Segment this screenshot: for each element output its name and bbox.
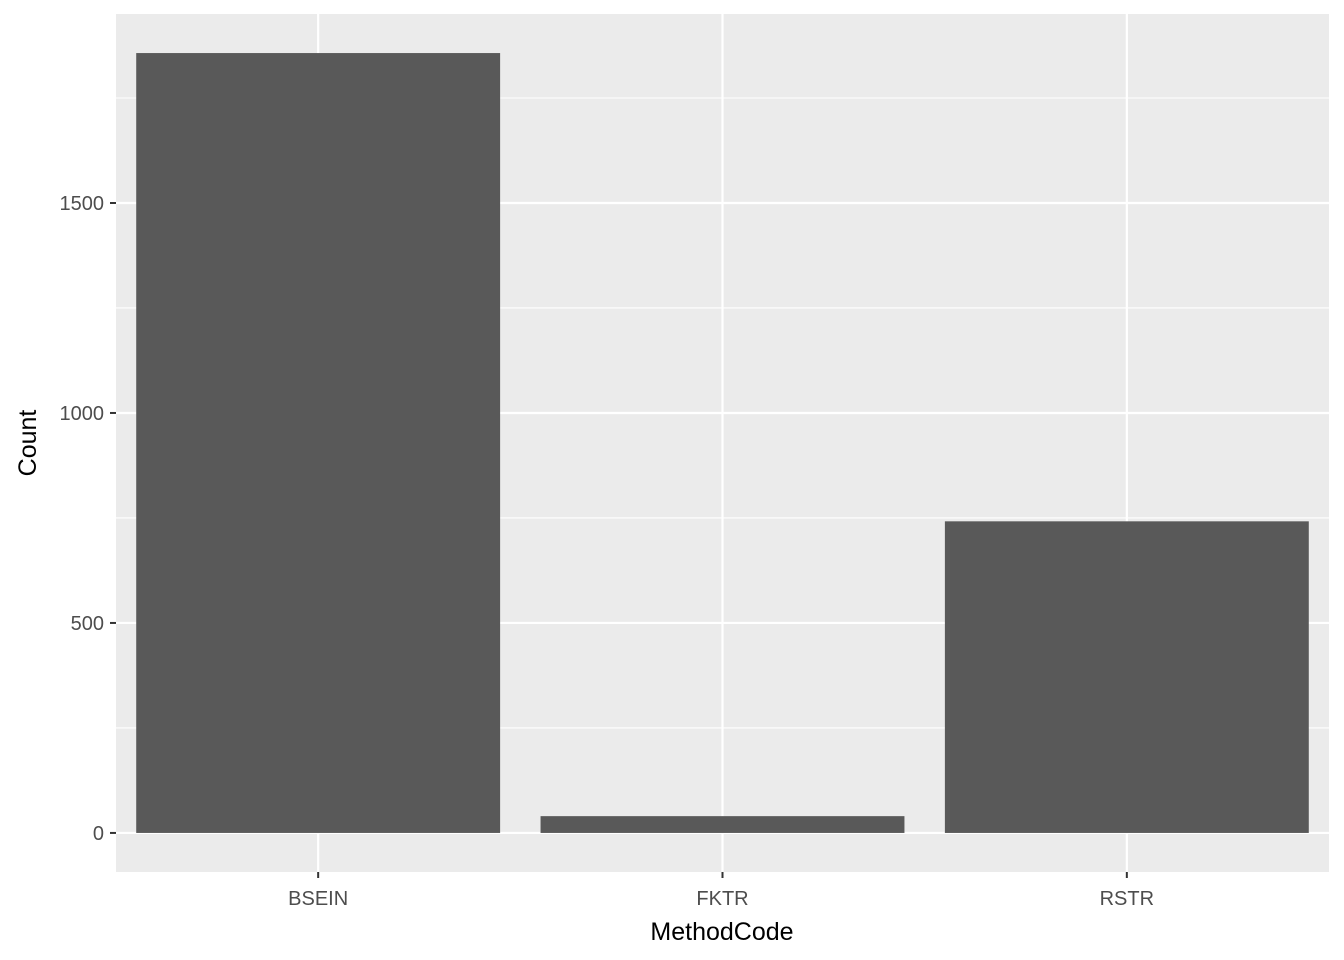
y-tick-label: 0 [93,823,104,845]
x-axis: BSEIN FKTR RSTR [288,872,1154,910]
bar-rstr [944,521,1309,833]
y-tick-label: 500 [71,613,104,635]
bar-fktr [540,816,905,833]
x-tick-label: RSTR [1100,888,1154,910]
x-tick-label: FKTR [696,888,748,910]
y-axis-title: Count [14,410,42,477]
x-tick-label: BSEIN [288,888,348,910]
y-tick-label: 1000 [60,403,105,425]
y-axis: 0 500 1000 1500 [60,193,116,845]
y-tick-label: 1500 [60,193,105,215]
bars [136,53,1309,833]
x-axis-title: MethodCode [650,918,793,946]
bar-bsein [136,53,501,833]
